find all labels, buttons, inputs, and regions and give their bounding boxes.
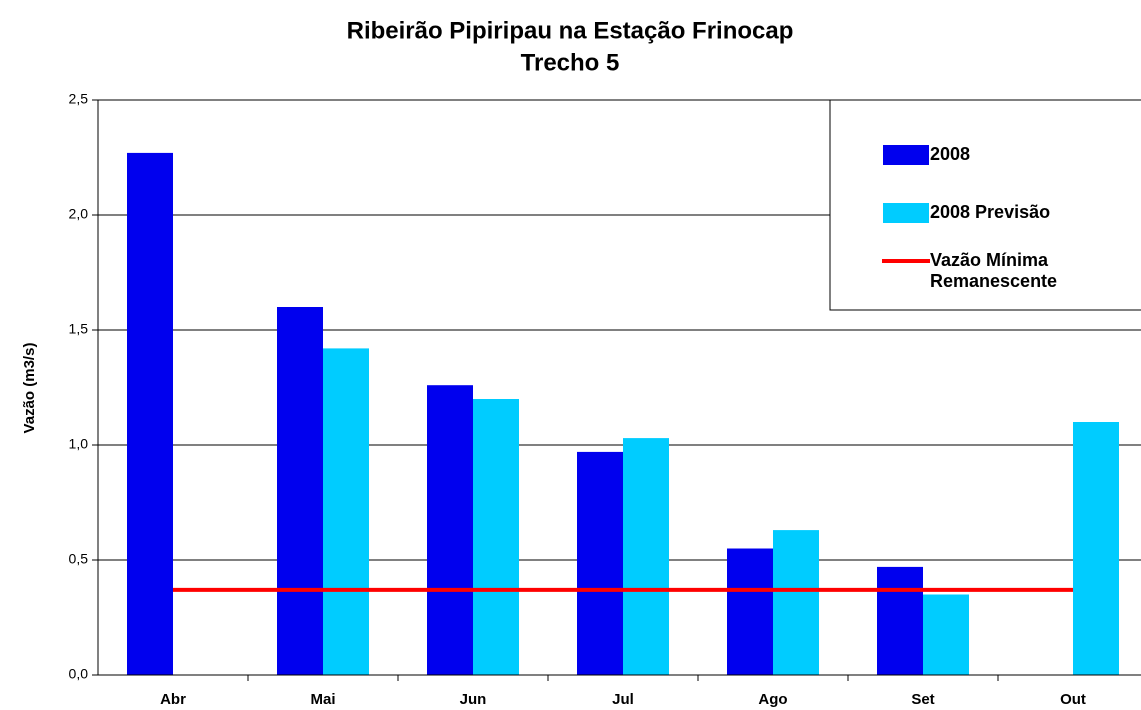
chart-subtitle: Trecho 5 (521, 49, 620, 76)
y-tick-label: 0,0 (69, 666, 89, 682)
legend-box (829, 99, 1141, 311)
bar (727, 548, 773, 675)
bar (923, 594, 969, 675)
legend-label: 2008 (930, 144, 971, 164)
bar (623, 438, 669, 675)
x-tick-label: Out (1060, 691, 1086, 708)
y-tick-label: 2,0 (69, 206, 89, 222)
legend-text: 2008 (930, 144, 971, 164)
x-tick-label: Jun (460, 691, 487, 708)
x-tick-label: Set (911, 691, 934, 708)
legend-label: Vazão Mínima Remanescente (930, 250, 1058, 291)
bar (127, 152, 173, 675)
x-tick-label: Mai (310, 691, 335, 708)
bar (1073, 422, 1119, 675)
x-tick-label: Jul (612, 691, 634, 708)
legend-text: 2008 Previsão (930, 202, 1051, 222)
y-axis-label: Vazão (m3/s) (21, 343, 38, 434)
bar (277, 307, 323, 675)
y-tick-label: 0,5 (69, 551, 89, 567)
bar (773, 530, 819, 675)
legend-swatch (883, 145, 929, 165)
x-tick-label: Abr (160, 691, 186, 708)
legend-text: Vazão Mínima Remanescente (930, 250, 1058, 291)
bar (877, 566, 923, 675)
bar (323, 348, 369, 675)
x-tick-label: Ago (758, 691, 787, 708)
y-tick-label: 1,0 (69, 436, 89, 452)
bar (427, 385, 473, 675)
bar (473, 399, 519, 675)
bar (577, 451, 623, 675)
legend-swatch (883, 203, 929, 223)
chart-title: Ribeirão Pipiripau na Estação Frinocap (347, 17, 794, 44)
y-tick-label: 2,5 (69, 91, 89, 107)
legend-label: 2008 Previsão (930, 202, 1051, 222)
y-tick-label: 1,5 (69, 321, 89, 337)
